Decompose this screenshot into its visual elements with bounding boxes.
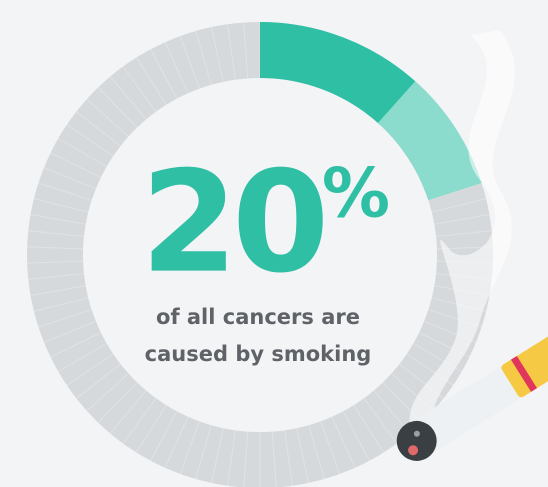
track-stripe [33,297,89,312]
track-stripe [109,76,147,120]
track-stripe [43,320,97,343]
track-stripe [57,343,107,372]
track-stripe [179,35,200,89]
donut-segment [259,22,482,201]
track-stripe [435,230,492,237]
track-stripe [38,182,92,201]
smoke [409,30,515,430]
track-stripe [66,353,114,386]
track-stripe [27,260,84,264]
caption-line: caused by smoking [145,342,372,366]
track-stripe [86,373,129,412]
cigarette [396,330,548,461]
track-stripe [363,397,398,444]
track-stripe [30,285,86,296]
track-stripe [195,30,212,85]
track-stripe [342,411,370,461]
track-stripe [164,41,189,94]
track-stripe [122,66,157,113]
track-stripe [150,411,178,461]
track-stripe [136,57,167,106]
track-stripe [57,138,107,167]
track-stripe [76,111,121,147]
track-stripe [331,416,356,469]
track-stripe [195,425,212,480]
track-stripe [227,430,236,486]
track-stripe [122,397,157,444]
ember [408,445,419,456]
track-stripe [296,428,309,484]
donut [27,22,493,487]
track-stripe [28,273,85,280]
track-stripe [431,198,487,213]
track-stripe [179,421,200,475]
unit: % [322,155,390,234]
track-stripe [284,430,293,486]
track-stripe [43,167,97,190]
caption-line: of all cancers are [156,305,360,329]
track-stripe [243,431,249,487]
track-stripe [33,198,89,213]
cigarette-filter [501,330,548,398]
track-stripe [211,26,224,82]
track-stripe [271,431,277,487]
track-stripe [50,152,102,178]
track-stripe [164,416,189,469]
track-stripe [136,404,167,453]
track-stripe [211,428,224,484]
track-stripe [97,87,138,129]
track-stripe [109,390,147,434]
segment-highlight [377,81,482,201]
track-stripe [150,49,178,99]
ash [396,420,437,461]
track-stripe [353,404,384,453]
cigarette-band [510,355,538,392]
track-stripe [227,24,236,80]
track-stripe [308,425,325,480]
track-stripe [30,214,86,225]
track-stripe [76,363,121,399]
track-stripe [86,98,129,137]
track-stripe [434,214,490,225]
track-stripe [27,246,84,250]
track-stripe [66,124,114,157]
track-stripe [320,421,341,475]
ash-speck [413,430,420,437]
track-stripe [97,381,138,423]
track-stripe [243,22,249,79]
track-stripe [38,309,92,328]
track-stripe [28,230,85,237]
big-value: 20 [141,142,324,305]
track-stripe [50,332,102,358]
